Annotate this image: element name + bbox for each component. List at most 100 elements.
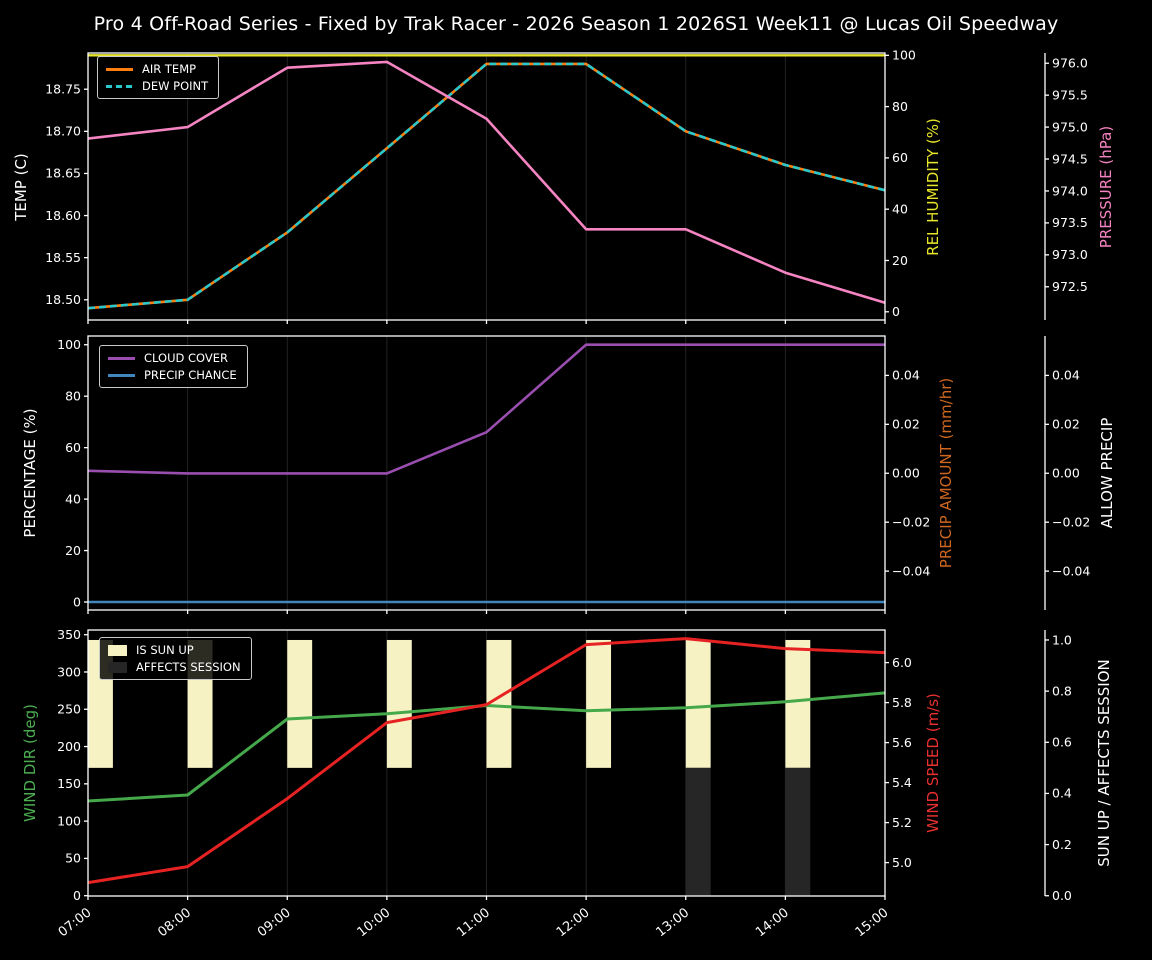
- series-cloud-cover: [87, 343, 885, 475]
- axis-label-wind-speed: WIND SPEED (m/s): [924, 693, 942, 833]
- tick-label: 5.2: [892, 815, 912, 830]
- tick-label: 0.8: [1052, 683, 1072, 698]
- bar-is-sun-up: [785, 639, 811, 768]
- tick-label: −0.02: [1052, 514, 1090, 529]
- tick-label: 974.5: [1052, 151, 1088, 166]
- tick-label: 975.5: [1052, 87, 1088, 102]
- tick-label: 0.2: [1052, 837, 1072, 852]
- axis-label-allow-precip: ALLOW PRECIP: [1098, 417, 1116, 529]
- legend-item-cloud-cover: CLOUD COVER: [108, 352, 237, 364]
- tick-label: 250: [57, 702, 81, 717]
- x-tick-label: 07:00: [56, 905, 95, 940]
- x-tick-label: 11:00: [454, 905, 493, 940]
- legend-item-air-temp: AIR TEMP: [106, 63, 208, 75]
- tick-label: 80: [892, 99, 908, 114]
- tick-label: 50: [65, 851, 81, 866]
- bar-is-sun-up: [287, 639, 313, 768]
- tick-label: 20: [892, 253, 908, 268]
- cloud-cover-line-swatch: [108, 356, 135, 360]
- x-tick-label: 15:00: [853, 905, 892, 940]
- tick-label: 350: [57, 627, 81, 642]
- tick-label: 972.5: [1052, 279, 1088, 294]
- x-tick-label: 09:00: [255, 905, 294, 940]
- bar-is-sun-up: [586, 639, 612, 768]
- legend-item-affects-session: AFFECTS SESSION: [108, 661, 241, 673]
- x-tick-label: 12:00: [554, 905, 593, 940]
- series-pressure: [87, 60, 886, 305]
- air-temp-line-swatch: [106, 67, 133, 71]
- x-tick-label: 08:00: [155, 905, 194, 940]
- tick-label: 40: [65, 491, 81, 506]
- tick-label: 60: [65, 440, 81, 455]
- tick-label: −0.02: [892, 514, 930, 529]
- tick-label: 18.65: [45, 166, 81, 181]
- legend-item-precip-chance: PRECIP CHANCE: [108, 369, 237, 381]
- tick-label: 150: [57, 776, 81, 791]
- legend-label: DEW POINT: [142, 79, 209, 93]
- legend-item-is-sun-up: IS SUN UP: [108, 644, 241, 656]
- figure-title: Pro 4 Off-Road Series - Fixed by Trak Ra…: [93, 13, 1059, 35]
- tick-label: 0: [892, 304, 900, 319]
- tick-label: 5.0: [892, 855, 912, 870]
- axis-label-sun-up-affects: SUN UP / AFFECTS SESSION: [1095, 659, 1113, 867]
- tick-label: −0.04: [1052, 563, 1090, 578]
- tick-label: 0.4: [1052, 786, 1072, 801]
- tick-label: 5.8: [892, 695, 912, 710]
- bar-is-sun-up: [386, 639, 412, 768]
- tick-label: 976.0: [1052, 56, 1088, 71]
- tick-label: 6.0: [892, 655, 912, 670]
- sun-up-patch-swatch: [108, 644, 127, 656]
- axis-label-wind-dir: WIND DIR (deg): [21, 704, 39, 822]
- legend-temperature: AIR TEMP DEW POINT: [97, 56, 220, 99]
- axis-label-temp: TEMP (C): [12, 153, 30, 221]
- axis-label-rel-humidity: REL HUMIDITY (%): [924, 118, 942, 256]
- tick-label: 60: [892, 150, 908, 165]
- legend-item-dew-point: DEW POINT: [106, 80, 208, 92]
- tick-label: 973.5: [1052, 215, 1088, 230]
- tick-label: 18.75: [45, 82, 81, 97]
- tick-label: 18.50: [45, 292, 81, 307]
- tick-label: 0: [73, 594, 81, 609]
- legend-label: IS SUN UP: [136, 643, 194, 657]
- tick-label: 20: [65, 543, 81, 558]
- chart-temperature: 18.50 18.55 18.60 18.65 18.70 18.75 0 20 40 60 80 1…: [45, 48, 1088, 324]
- axis-label-percentage: PERCENTAGE (%): [21, 408, 39, 538]
- tick-label: 18.70: [45, 124, 81, 139]
- tick-label: 0.02: [892, 417, 920, 432]
- bar-affects-session: [785, 767, 811, 896]
- axis-label-precip-amount: PRECIP AMOUNT (mm/hr): [937, 377, 955, 569]
- tick-label: 5.6: [892, 735, 912, 750]
- legend-label: AIR TEMP: [142, 62, 197, 76]
- legend-precipitation: CLOUD COVER PRECIP CHANCE: [99, 345, 248, 388]
- tick-label: −0.04: [892, 563, 930, 578]
- tick-label: 0.02: [1052, 417, 1080, 432]
- bar-affects-session: [685, 767, 711, 896]
- tick-label: 100: [892, 48, 916, 63]
- tick-label: 100: [57, 337, 81, 352]
- tick-label: 974.0: [1052, 183, 1088, 198]
- tick-label: 0.04: [892, 368, 920, 383]
- x-tick-label: 13:00: [653, 905, 692, 940]
- x-tick-label: 14:00: [753, 905, 792, 940]
- chart-precipitation: 0 20 40 60 80 100 −0.04 −0.02 0.00 0.02 0.04 −0.04 −…: [57, 335, 1090, 614]
- legend-label: AFFECTS SESSION: [136, 660, 241, 674]
- axis-label-pressure: PRESSURE (hPa): [1097, 125, 1115, 249]
- tick-label: 80: [65, 389, 81, 404]
- affects-session-patch-swatch: [108, 661, 127, 673]
- series-wind-speed: [87, 637, 886, 885]
- legend-label: CLOUD COVER: [144, 351, 229, 365]
- tick-label: 0: [73, 888, 81, 903]
- tick-label: 0.04: [1052, 368, 1080, 383]
- tick-label: 100: [57, 813, 81, 828]
- tick-label: 0.00: [1052, 466, 1080, 481]
- tick-label: 200: [57, 739, 81, 754]
- bar-is-sun-up: [486, 639, 512, 768]
- tick-label: 975.0: [1052, 119, 1088, 134]
- tick-label: 0.0: [1052, 888, 1072, 903]
- legend-label: PRECIP CHANCE: [144, 368, 237, 382]
- tick-label: 18.60: [45, 208, 81, 223]
- tick-label: 973.0: [1052, 247, 1088, 262]
- tick-label: 0.6: [1052, 735, 1072, 750]
- dew-point-line-swatch: [106, 84, 133, 88]
